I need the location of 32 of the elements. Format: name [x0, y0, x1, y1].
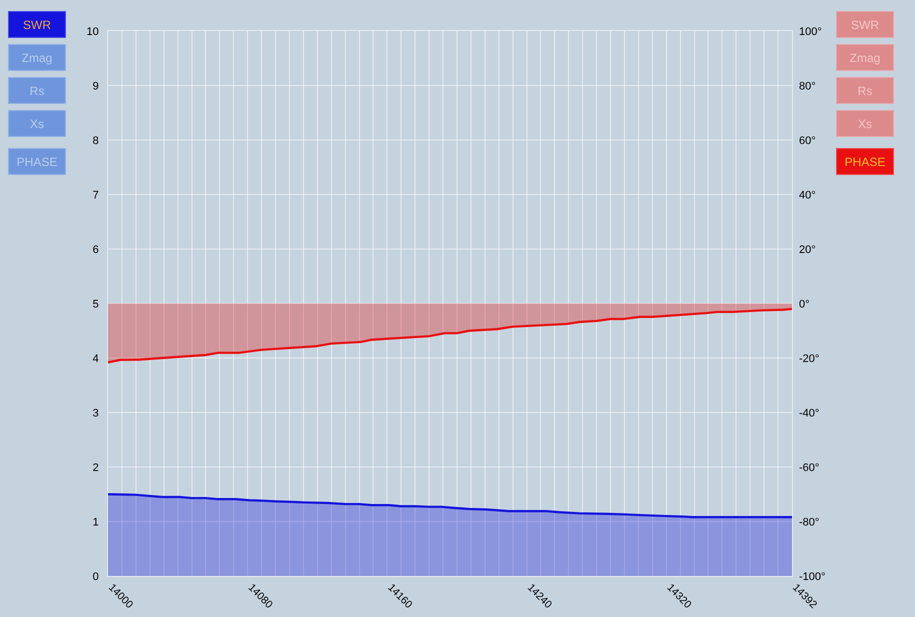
y-tick-label: 4	[92, 352, 99, 365]
toggle-button[interactable]: PHASE	[8, 148, 66, 175]
y2-tick-label: 60°	[799, 134, 816, 147]
toggle-button[interactable]: Zmag	[836, 44, 894, 71]
y-tick-label: 9	[92, 80, 99, 92]
toggle-button[interactable]: Rs	[8, 77, 66, 104]
y2-tick-label: 100°	[799, 26, 822, 38]
y-tick-label: 8	[92, 134, 99, 147]
toggle-button[interactable]: SWR	[8, 11, 66, 38]
y2-tick-label: -20°	[799, 352, 820, 365]
y2-tick-label: 20°	[799, 244, 816, 256]
y-tick-label: 2	[92, 462, 99, 474]
y-tick-label: 7	[92, 189, 99, 202]
toggle-button[interactable]: Xs	[8, 110, 66, 137]
y-tick-label: 6	[92, 244, 99, 256]
toggle-button[interactable]: SWR	[836, 11, 894, 38]
toggle-button[interactable]: Zmag	[8, 44, 66, 71]
y2-tick-label: -60°	[799, 462, 820, 474]
y-tick-label: 0	[92, 570, 99, 583]
y-tick-label: 5	[92, 298, 99, 310]
y2-tick-label: -80°	[799, 516, 820, 528]
y-tick-label: 3	[92, 407, 99, 420]
y2-tick-label: 80°	[799, 80, 816, 92]
toggle-button[interactable]: Xs	[836, 110, 894, 137]
toggle-button[interactable]: PHASE	[836, 148, 894, 175]
toggle-button[interactable]: Rs	[836, 77, 894, 104]
y2-tick-label: 40°	[799, 189, 816, 202]
y2-tick-label: -100°	[799, 570, 826, 583]
y2-tick-label: 0°	[799, 298, 810, 310]
y-tick-label: 1	[92, 516, 99, 528]
y-tick-label: 10	[86, 26, 99, 38]
y2-tick-label: -40°	[799, 407, 820, 420]
